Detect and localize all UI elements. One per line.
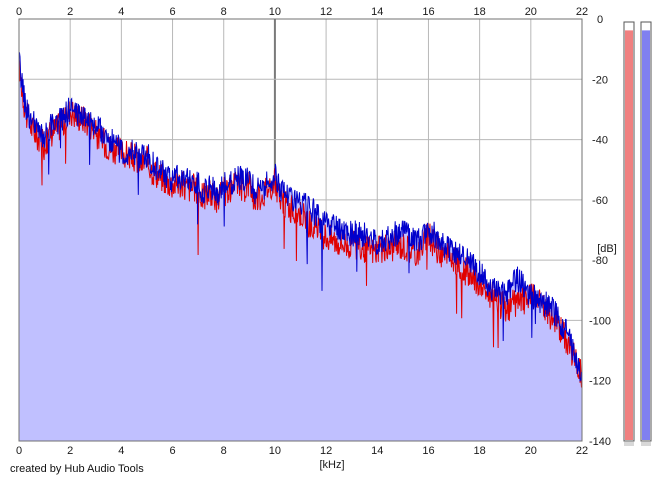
footer-credit: created by Hub Audio Tools <box>10 463 144 475</box>
x-tick-label-top: 16 <box>422 6 434 18</box>
x-tick-label-top: 12 <box>320 6 332 18</box>
x-tick-label-bottom: 22 <box>576 445 588 457</box>
meter-left-base <box>624 442 634 446</box>
x-tick-label-top: 0 <box>16 6 22 18</box>
meter-right-base <box>641 442 651 446</box>
x-tick-label-top: 8 <box>221 6 227 18</box>
x-tick-label-top: 6 <box>169 6 175 18</box>
x-tick-label-bottom: 16 <box>422 445 434 457</box>
meter-left-bar <box>625 30 633 440</box>
y-tick-label: -60 <box>592 195 608 207</box>
x-tick-label-bottom: 4 <box>118 445 124 457</box>
x-tick-label-bottom: 10 <box>269 445 281 457</box>
x-tick-label-top: 22 <box>576 6 588 18</box>
x-tick-label-top: 14 <box>371 6 383 18</box>
x-tick-label-bottom: 6 <box>169 445 175 457</box>
y-tick-label: 0 <box>597 14 603 26</box>
x-tick-label-bottom: 12 <box>320 445 332 457</box>
x-tick-label-bottom: 18 <box>474 445 486 457</box>
x-tick-label-top: 20 <box>525 6 537 18</box>
x-tick-label-bottom: 8 <box>221 445 227 457</box>
level-meters <box>623 21 652 446</box>
y-axis-ticks: 0 -20 -40 -60 -80 -100 -120 -140 <box>589 14 611 448</box>
plot-frame <box>18 18 583 442</box>
x-axis-bottom-ticks: 0 2 4 6 8 10 12 14 16 18 20 22 <box>16 445 588 457</box>
y-tick-label: -100 <box>589 315 611 327</box>
y-tick-label: -20 <box>592 74 608 86</box>
x-tick-label-bottom: 0 <box>16 445 22 457</box>
y-axis-label: [dB] <box>597 243 617 255</box>
x-tick-label-bottom: 20 <box>525 445 537 457</box>
x-tick-label-top: 2 <box>67 6 73 18</box>
y-tick-label: -40 <box>592 135 608 147</box>
x-tick-label-top: 4 <box>118 6 124 18</box>
x-tick-label-bottom: 14 <box>371 445 383 457</box>
y-tick-label: -80 <box>592 255 608 267</box>
meter-right-bar <box>642 30 650 440</box>
y-tick-label: -140 <box>589 436 611 448</box>
x-tick-label-bottom: 2 <box>67 445 73 457</box>
x-tick-label-top: 18 <box>474 6 486 18</box>
x-tick-label-top: 10 <box>269 6 281 18</box>
x-axis-top-ticks: 0 2 4 6 8 10 12 14 16 18 20 22 <box>16 6 588 18</box>
series-right-channel-line <box>18 51 583 385</box>
spectrum-fill-area <box>19 52 582 441</box>
y-tick-label: -120 <box>589 376 611 388</box>
x-axis-label: [kHz] <box>319 459 344 471</box>
